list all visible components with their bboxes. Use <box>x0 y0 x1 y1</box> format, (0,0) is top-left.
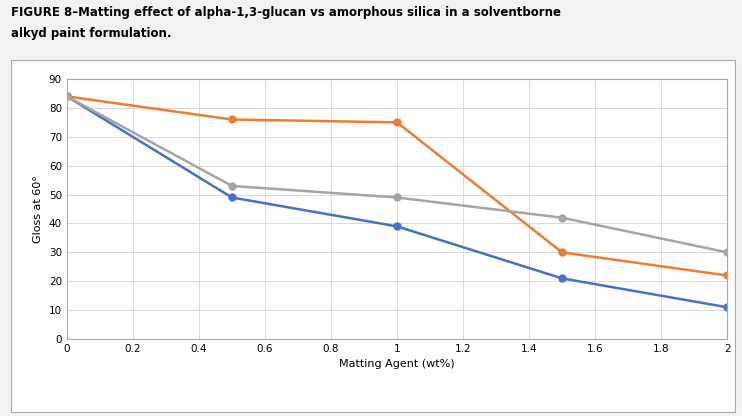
Alpha-1,3-Glucan <box>227 195 236 200</box>
Amorphous silica (9.5 μm) <box>227 117 236 122</box>
Alpha-1,3-Glucan <box>558 276 567 281</box>
Amorphous silica (7.5 μm) <box>393 195 401 200</box>
Text: FIGURE 8–Matting effect of alpha-1,3-glucan vs amorphous silica in a solventborn: FIGURE 8–Matting effect of alpha-1,3-glu… <box>11 6 561 19</box>
Amorphous silica (7.5 μm) <box>62 94 71 99</box>
X-axis label: Matting Agent (wt%): Matting Agent (wt%) <box>339 359 455 369</box>
Amorphous silica (7.5 μm) <box>558 215 567 220</box>
Amorphous silica (7.5 μm) <box>723 250 732 255</box>
Amorphous silica (9.5 μm) <box>62 94 71 99</box>
Alpha-1,3-Glucan <box>723 305 732 310</box>
Line: Amorphous silica (7.5 μm): Amorphous silica (7.5 μm) <box>63 93 731 256</box>
Line: Amorphous silica (9.5 μm): Amorphous silica (9.5 μm) <box>63 93 731 279</box>
Amorphous silica (9.5 μm) <box>723 273 732 278</box>
Amorphous silica (9.5 μm) <box>558 250 567 255</box>
Line: Alpha-1,3-Glucan: Alpha-1,3-Glucan <box>63 93 731 311</box>
Amorphous silica (7.5 μm) <box>227 183 236 188</box>
Alpha-1,3-Glucan <box>62 94 71 99</box>
Alpha-1,3-Glucan <box>393 224 401 229</box>
Amorphous silica (9.5 μm) <box>393 120 401 125</box>
Text: alkyd paint formulation.: alkyd paint formulation. <box>11 27 171 40</box>
Y-axis label: Gloss at 60°: Gloss at 60° <box>33 175 43 243</box>
